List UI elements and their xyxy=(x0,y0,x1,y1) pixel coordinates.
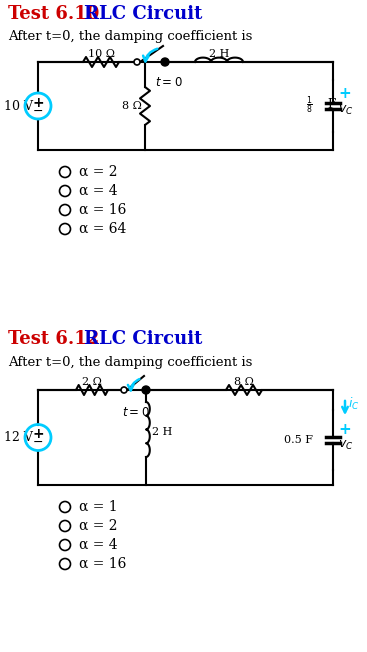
Text: 2 Ω: 2 Ω xyxy=(82,377,102,387)
Text: 10 V: 10 V xyxy=(4,100,33,113)
Text: 12 V: 12 V xyxy=(4,431,33,444)
Circle shape xyxy=(121,387,127,393)
Circle shape xyxy=(134,59,140,65)
Text: RLC Circuit: RLC Circuit xyxy=(84,5,202,23)
Text: After t=0, the damping coefficient is: After t=0, the damping coefficient is xyxy=(8,356,252,369)
Circle shape xyxy=(161,58,169,66)
Text: α = 4: α = 4 xyxy=(79,184,118,198)
Text: 8 Ω: 8 Ω xyxy=(122,101,142,111)
Text: α = 2: α = 2 xyxy=(79,519,117,533)
Text: $v_C$: $v_C$ xyxy=(338,104,353,117)
Text: α = 2: α = 2 xyxy=(79,165,117,179)
Text: Test 6.12: Test 6.12 xyxy=(8,330,105,348)
Text: +: + xyxy=(32,428,44,441)
Text: −: − xyxy=(33,104,43,117)
Text: $\frac{1}{8}$: $\frac{1}{8}$ xyxy=(306,95,313,116)
Text: α = 4: α = 4 xyxy=(79,538,118,552)
Text: RLC Circuit: RLC Circuit xyxy=(84,330,202,348)
Text: After t=0, the damping coefficient is: After t=0, the damping coefficient is xyxy=(8,30,252,43)
Text: 2 H: 2 H xyxy=(152,427,172,437)
Text: α = 1: α = 1 xyxy=(79,500,118,514)
Text: $t = 0$: $t = 0$ xyxy=(122,406,150,419)
Text: $t = 0$: $t = 0$ xyxy=(155,76,183,89)
Text: F: F xyxy=(327,98,335,111)
Text: α = 16: α = 16 xyxy=(79,203,126,217)
Circle shape xyxy=(142,386,150,394)
Text: +: + xyxy=(338,422,351,437)
Text: $i_C$: $i_C$ xyxy=(348,396,360,412)
Text: $v_C$: $v_C$ xyxy=(338,438,353,452)
Text: −: − xyxy=(33,436,43,449)
Text: +: + xyxy=(338,87,351,102)
Text: 0.5 F: 0.5 F xyxy=(284,435,313,445)
Text: α = 64: α = 64 xyxy=(79,222,126,236)
Text: 8 Ω: 8 Ω xyxy=(234,377,254,387)
Text: 10 Ω: 10 Ω xyxy=(87,49,115,59)
Text: Test 6.10: Test 6.10 xyxy=(8,5,106,23)
Text: α = 16: α = 16 xyxy=(79,557,126,571)
Text: +: + xyxy=(32,96,44,110)
Text: 2 H: 2 H xyxy=(209,49,229,59)
